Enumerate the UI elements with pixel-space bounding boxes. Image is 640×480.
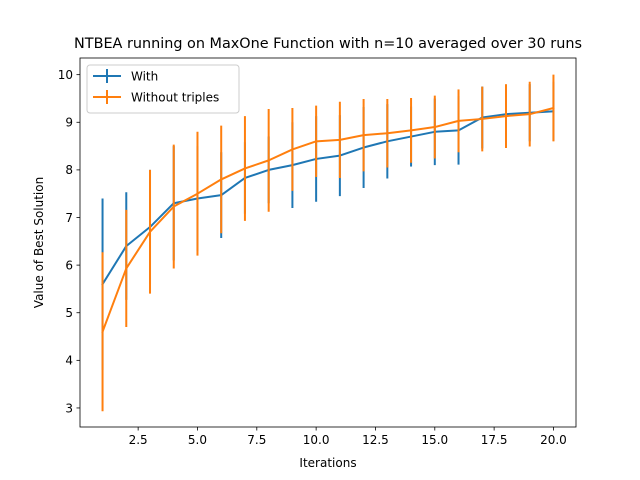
x-tick-label: 12.5 bbox=[362, 433, 389, 447]
x-tick-label: 10.0 bbox=[303, 433, 330, 447]
y-tick-label: 9 bbox=[65, 116, 73, 130]
x-tick-label: 7.5 bbox=[247, 433, 266, 447]
legend-box bbox=[86, 64, 240, 114]
legend: With Without triples bbox=[86, 64, 240, 114]
series-line bbox=[101, 106, 555, 334]
y-tick-label: 6 bbox=[65, 258, 73, 272]
x-tick-label: 17.5 bbox=[481, 433, 508, 447]
chart-title: NTBEA running on MaxOne Function with n=… bbox=[74, 36, 582, 52]
y-axis: 3 4 5 6 7 8 9 10 bbox=[58, 68, 80, 415]
x-axis: 2.5 5.0 7.5 10.0 12.5 15.0 17.5 20.0 bbox=[129, 427, 567, 447]
series-without-triples bbox=[101, 74, 555, 412]
y-tick-label: 10 bbox=[58, 68, 73, 82]
legend-label: Without triples bbox=[131, 90, 219, 104]
legend-item: Without triples bbox=[93, 90, 219, 104]
y-tick-label: 5 bbox=[65, 306, 73, 320]
y-tick-label: 7 bbox=[65, 211, 73, 225]
axes-frame bbox=[79, 57, 577, 428]
x-axis-label: Iterations bbox=[299, 456, 356, 470]
y-tick-label: 8 bbox=[65, 163, 73, 177]
plot-area bbox=[101, 74, 555, 412]
y-tick-label: 3 bbox=[65, 401, 73, 415]
x-tick-label: 15.0 bbox=[421, 433, 448, 447]
legend-item: With bbox=[93, 69, 158, 83]
x-tick-label: 5.0 bbox=[188, 433, 207, 447]
legend-label: With bbox=[131, 69, 158, 83]
y-axis-label: Value of Best Solution bbox=[32, 177, 46, 308]
x-tick-label: 2.5 bbox=[129, 433, 148, 447]
y-tick-label: 4 bbox=[65, 354, 73, 368]
x-tick-label: 20.0 bbox=[540, 433, 567, 447]
